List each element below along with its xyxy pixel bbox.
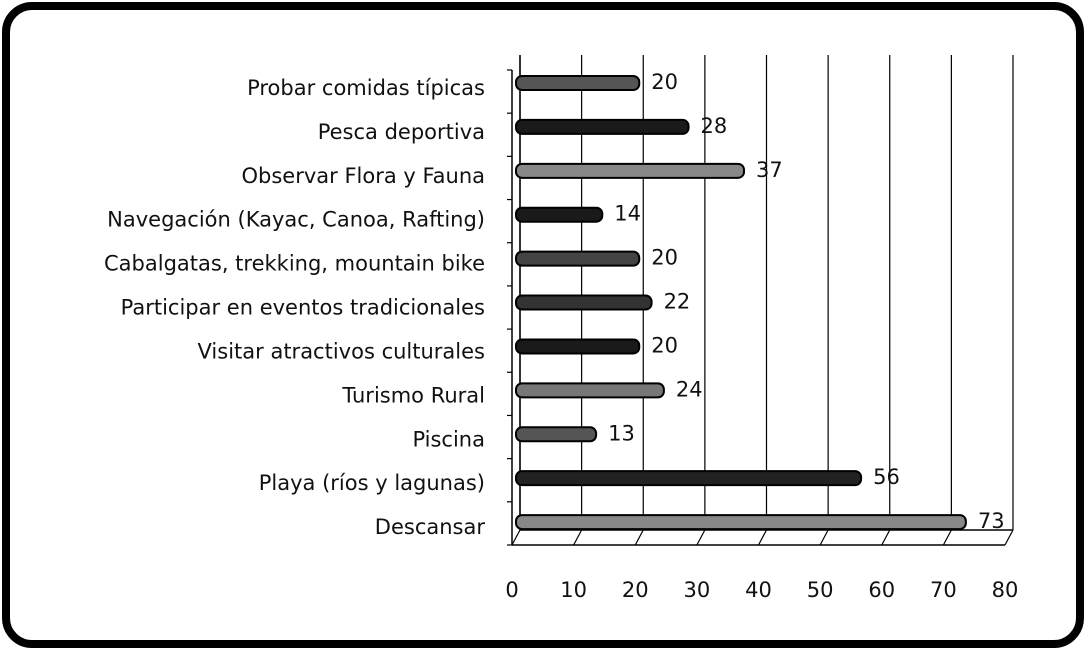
x-tick-label: 10 <box>560 578 587 602</box>
x-tick-floor <box>634 529 644 546</box>
x-tick-label: 70 <box>930 578 957 602</box>
category-label: Turismo Rural <box>341 383 485 407</box>
x-tick-label: 60 <box>868 578 895 602</box>
bar <box>515 338 641 355</box>
x-tick-floor <box>757 529 768 546</box>
value-label: 56 <box>873 465 900 489</box>
value-label: 20 <box>651 333 678 357</box>
value-label: 28 <box>701 114 728 138</box>
bar <box>515 162 746 179</box>
x-tick-floor <box>1004 529 1014 546</box>
category-label: Participar en eventos tradicionales <box>121 296 485 320</box>
x-tick-floor <box>819 529 829 546</box>
x-tick-floor <box>573 529 583 546</box>
x-tick-floor <box>942 529 952 546</box>
category-label: Descansar <box>375 515 486 539</box>
category-label: Piscina <box>412 427 485 451</box>
value-label: 20 <box>651 246 678 270</box>
bar <box>515 75 641 91</box>
value-label: 14 <box>614 202 641 226</box>
category-label: Pesca deportiva <box>318 120 485 144</box>
bar <box>515 206 604 223</box>
bar <box>515 250 641 267</box>
category-label: Navegación (Kayac, Canoa, Rafting) <box>107 208 485 232</box>
category-label: Playa (ríos y lagunas) <box>259 471 485 495</box>
bar <box>515 294 653 311</box>
x-tick-label: 20 <box>622 578 649 602</box>
category-label: Observar Flora y Fauna <box>241 164 485 188</box>
category-label: Probar comidas típicas <box>247 76 485 100</box>
bar <box>515 118 690 135</box>
x-tick-floor <box>696 529 706 546</box>
bar <box>515 382 665 399</box>
x-tick-label: 80 <box>992 578 1019 602</box>
x-tick-floor <box>511 529 521 546</box>
value-label: 37 <box>756 158 783 182</box>
category-label: Visitar atractivos culturales <box>198 339 485 363</box>
bar <box>515 426 598 443</box>
x-tick-label: 30 <box>684 578 711 602</box>
value-label: 22 <box>664 290 691 314</box>
value-label: 24 <box>676 377 703 401</box>
value-label: 73 <box>978 509 1005 533</box>
x-tick-floor <box>881 529 891 546</box>
value-label: 13 <box>608 421 635 445</box>
x-tick-label: 0 <box>505 578 518 602</box>
x-tick-label: 50 <box>807 578 834 602</box>
value-label: 20 <box>651 70 678 94</box>
bar <box>515 514 967 531</box>
bar <box>515 470 863 487</box>
x-tick-label: 40 <box>745 578 772 602</box>
category-label: Cabalgatas, trekking, mountain bike <box>104 252 485 276</box>
